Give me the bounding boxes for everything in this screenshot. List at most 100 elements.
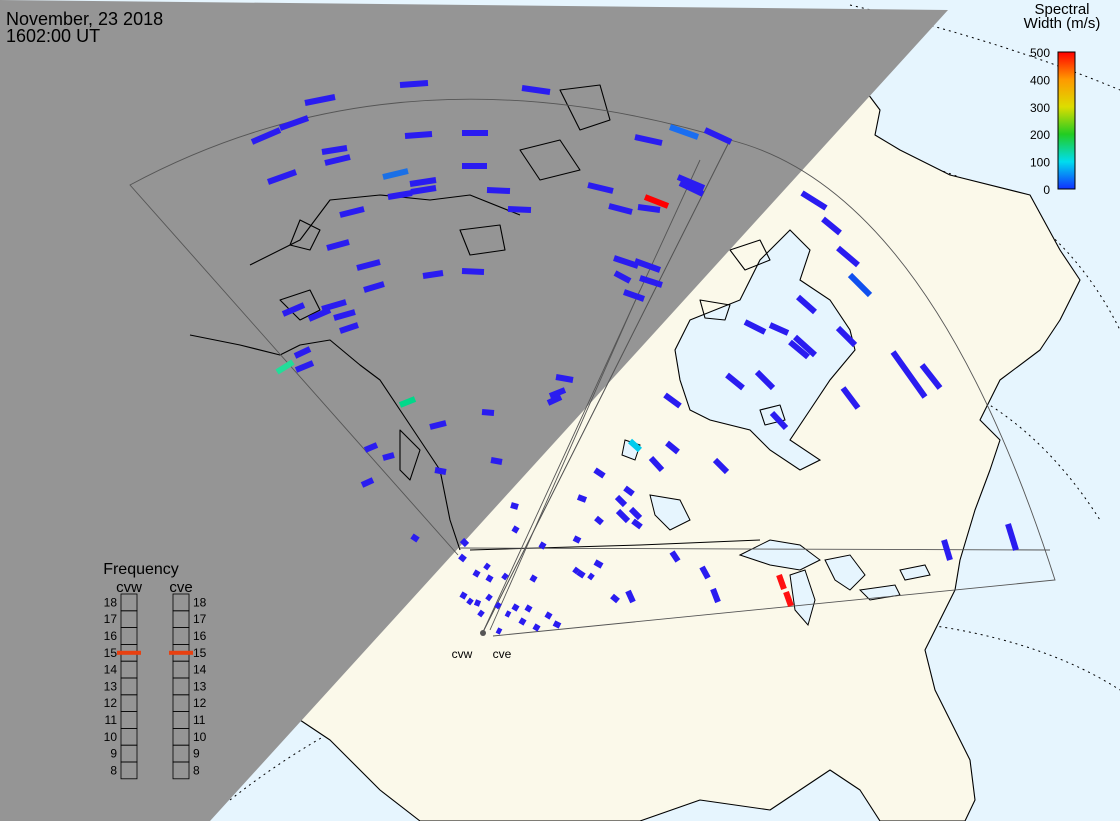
radar-echo — [1005, 523, 1019, 551]
radar-echo — [410, 185, 437, 195]
frequency-level-label: 12 — [104, 696, 118, 710]
radar-echo — [613, 255, 639, 269]
radar-echo — [326, 239, 350, 251]
radar-echo — [821, 216, 842, 236]
radar-sites: cvw cve — [452, 630, 512, 661]
radar-echo — [404, 131, 433, 139]
radar-echo — [477, 609, 485, 618]
radar-echo — [800, 190, 828, 211]
radar-echo — [434, 467, 447, 475]
radar-echo — [275, 359, 295, 375]
colorbar-title-line2: Width (m/s) — [1024, 15, 1101, 32]
frequency-marker — [117, 650, 141, 655]
radar-echo — [399, 80, 429, 88]
frequency-level-label: 17 — [104, 612, 118, 626]
radar-echo — [490, 457, 503, 465]
colorbar-tick-label: 300 — [1030, 101, 1050, 115]
radar-echo — [266, 169, 298, 185]
radar-echo — [293, 346, 312, 359]
radar-echo — [623, 289, 645, 302]
radar-echo — [796, 294, 817, 315]
frequency-marker — [169, 650, 193, 655]
radar-echo — [576, 569, 586, 579]
radar-echo — [608, 203, 633, 215]
radar-echo — [665, 440, 680, 455]
radar-echo — [409, 177, 437, 187]
radar-echo — [668, 124, 700, 140]
frequency-level-label: 13 — [193, 679, 207, 693]
frequency-level-label: 10 — [193, 730, 207, 744]
radar-echo — [481, 409, 495, 416]
frequency-level-label: 8 — [110, 763, 117, 777]
radar-echo — [835, 325, 858, 348]
frequency-level-label: 15 — [104, 646, 118, 660]
radar-echo — [483, 562, 491, 571]
radar-echo — [637, 204, 661, 213]
radar-echo — [840, 386, 861, 410]
radar-echo — [459, 537, 470, 548]
colorbar-tick-label: 200 — [1030, 128, 1050, 142]
frequency-level-label: 13 — [104, 679, 118, 693]
frequency-cell — [120, 761, 138, 780]
radar-echo — [623, 485, 635, 497]
frequency-level-label: 18 — [193, 595, 207, 609]
radar-echo — [511, 525, 520, 534]
radar-echo — [473, 599, 482, 607]
radar-echo — [307, 307, 332, 322]
radar-echo — [648, 455, 665, 473]
frequency-level-label: 11 — [105, 713, 118, 727]
radar-echo — [625, 589, 636, 604]
radar-echo — [593, 467, 606, 479]
radar-echo — [324, 154, 351, 166]
radar-echo — [507, 206, 532, 213]
radar-echo — [710, 587, 721, 604]
radar-echo — [776, 573, 787, 591]
radar-echo — [339, 322, 359, 334]
colorbar-tick-label: 500 — [1030, 46, 1050, 60]
radar-echo — [486, 187, 511, 194]
frequency-level-label: 8 — [193, 763, 200, 777]
radar-echo — [429, 420, 447, 430]
radar-echo — [546, 394, 563, 406]
radar-echo — [398, 396, 417, 408]
radar-echo — [699, 565, 711, 580]
radar-echo — [552, 620, 562, 629]
night-shading — [0, 0, 948, 821]
radar-echo — [572, 535, 582, 544]
frequency-level-label: 14 — [193, 663, 207, 677]
radar-echo — [627, 438, 643, 453]
radar-echo — [663, 392, 682, 409]
radar-echo — [304, 94, 336, 106]
spectral-width-colorbar: Spectral Width (m/s) 500 400 300 200 100 0 — [1024, 1, 1101, 197]
radar-echo — [410, 533, 420, 543]
radar-echo — [472, 569, 481, 578]
radar-echo — [494, 601, 502, 610]
radar-echo — [495, 627, 503, 635]
radar-echo — [422, 270, 444, 279]
radar-echo — [769, 410, 789, 431]
radar-echo — [576, 494, 588, 503]
radar-echo — [461, 268, 485, 275]
frequency-level-label: 10 — [104, 730, 118, 744]
radar-label-cvw: cvw — [452, 647, 473, 661]
radar-echo — [783, 590, 794, 608]
radar-echo — [615, 508, 631, 524]
radar-echo — [466, 597, 474, 606]
radar-echo — [524, 604, 533, 613]
radar-echo — [631, 518, 643, 530]
hudson-bay — [674, 229, 856, 471]
radar-echo — [360, 477, 375, 488]
radar-echo — [382, 452, 395, 461]
frequency-level-label: 9 — [110, 747, 117, 761]
radar-label-cve: cve — [493, 647, 512, 661]
radar-echo — [321, 145, 348, 155]
frequency-panel: Frequency cvw cve 18 17 16 15 14 13 12 11 10 9 8 18… — [103, 561, 207, 780]
radar-echo — [501, 572, 509, 581]
frequency-level-label: 17 — [193, 612, 207, 626]
colorbar-tick-label: 400 — [1030, 73, 1050, 87]
radar-echo — [754, 369, 776, 391]
time-label: 1602:00 UT — [6, 26, 100, 46]
frequency-level-label: 16 — [104, 629, 118, 643]
radar-echo — [532, 623, 541, 632]
radar-echo — [725, 372, 745, 391]
